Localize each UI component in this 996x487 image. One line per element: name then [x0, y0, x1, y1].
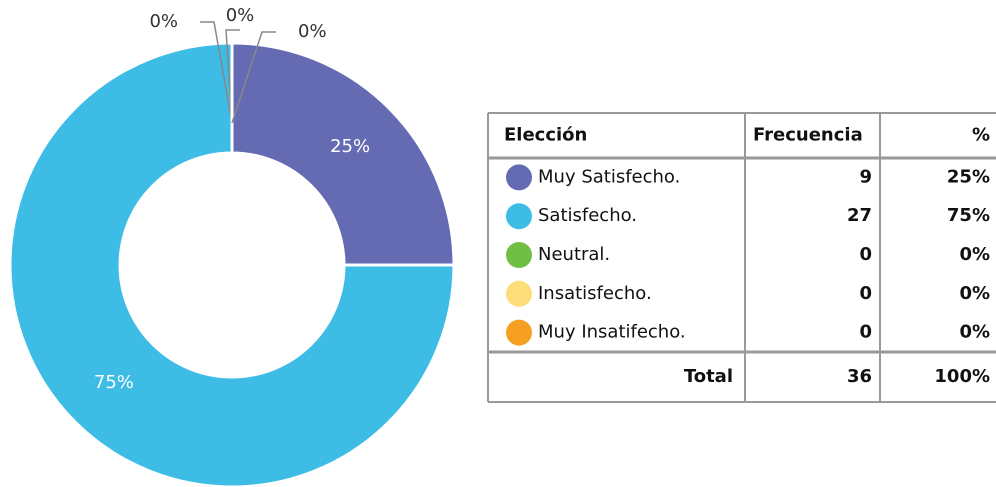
row-frequency: 0 — [859, 244, 872, 265]
total-frequency: 36 — [847, 366, 872, 387]
row-percent: 75% — [947, 205, 990, 226]
legend-dot — [506, 164, 532, 191]
row-percent: 0% — [959, 283, 990, 304]
legend-dot — [506, 203, 532, 230]
row-label: Muy Satisfecho. — [538, 166, 680, 187]
slice-label: 0% — [298, 21, 327, 42]
row-frequency: 9 — [859, 166, 872, 187]
total-percent: 100% — [934, 366, 990, 387]
row-label: Satisfecho. — [538, 205, 637, 226]
total-label: Total — [684, 366, 733, 387]
leader-line — [225, 29, 240, 124]
donut-slice — [230, 41, 456, 267]
slice-label: 75% — [94, 372, 134, 393]
table-header: % — [972, 125, 990, 146]
row-label: Neutral. — [538, 244, 610, 265]
row-percent: 0% — [959, 244, 990, 265]
slice-label: 0% — [226, 5, 255, 26]
slice-label: 25% — [330, 136, 370, 157]
row-percent: 25% — [947, 166, 990, 187]
row-frequency: 27 — [847, 205, 872, 226]
leader-line — [200, 21, 233, 124]
row-frequency: 0 — [859, 322, 872, 343]
table-header: Elección — [504, 125, 587, 146]
row-frequency: 0 — [859, 283, 872, 304]
slice-label: 0% — [149, 11, 178, 32]
row-label: Muy Insatifecho. — [538, 322, 686, 343]
leader-line — [231, 31, 276, 124]
row-label: Insatisfecho. — [538, 283, 652, 304]
legend-dot — [506, 242, 532, 268]
legend-dot — [506, 319, 532, 346]
legend-dot — [506, 280, 532, 307]
row-percent: 0% — [959, 322, 990, 343]
table-header: Frecuencia — [753, 125, 863, 146]
donut-slice — [8, 41, 456, 487]
